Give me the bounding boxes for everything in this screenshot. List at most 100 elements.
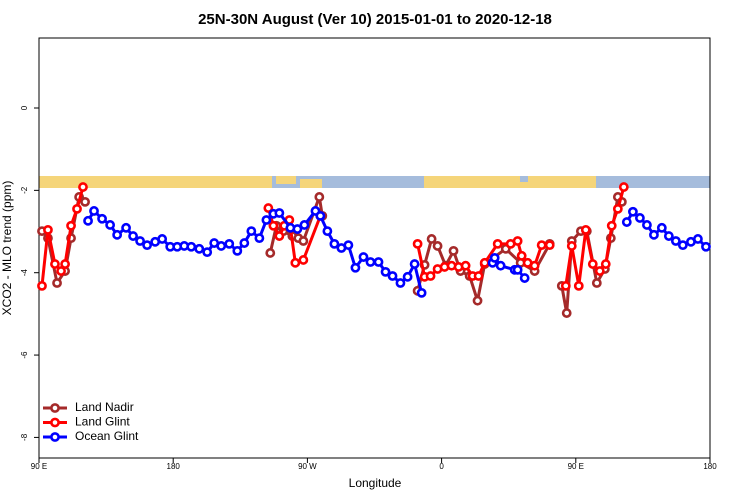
x-tick-label: 180 [167, 462, 181, 471]
point [409, 259, 420, 269]
point [315, 210, 326, 221]
legend-symbol [50, 403, 60, 413]
legend-label: Land Nadir [75, 400, 134, 414]
point [292, 224, 303, 234]
point [246, 226, 257, 237]
y-axis-label: XCO2 - MLO trend (ppm) [0, 181, 14, 316]
point [432, 241, 443, 251]
point [580, 224, 591, 235]
point [157, 234, 168, 244]
point [587, 259, 598, 269]
point [621, 217, 632, 227]
point [591, 278, 602, 288]
legend-symbol [50, 417, 60, 428]
point [479, 257, 490, 268]
point [89, 206, 99, 216]
point [232, 245, 243, 256]
point [416, 287, 427, 298]
point [380, 266, 391, 277]
point [343, 240, 354, 251]
x-tick-label: 180 [703, 462, 717, 471]
point [670, 236, 681, 246]
point [56, 266, 66, 276]
point [194, 243, 205, 254]
point [663, 231, 674, 241]
map-strip [39, 176, 710, 188]
point [322, 226, 333, 237]
legend-label: Ocean Glint [75, 429, 139, 443]
y-tick-label: -2 [20, 186, 29, 194]
point [460, 260, 471, 271]
chart-title: 25N-30N August (Ver 10) 2015-01-01 to 20… [198, 11, 552, 28]
point [314, 192, 325, 202]
point [635, 213, 645, 223]
point [612, 203, 623, 214]
point [387, 271, 398, 281]
point [128, 231, 138, 241]
point [358, 252, 369, 262]
point [263, 203, 274, 213]
point [649, 229, 659, 240]
point [121, 222, 131, 233]
point [274, 231, 285, 241]
point [350, 262, 361, 273]
point [395, 278, 406, 288]
x-tick-label: 90 E [31, 462, 47, 471]
point [112, 229, 123, 240]
point [298, 236, 309, 246]
x-axis-label: Longitude [349, 476, 402, 490]
point [97, 213, 107, 224]
point [142, 240, 153, 251]
series-line [40, 193, 624, 314]
point [202, 247, 213, 258]
point [492, 238, 503, 249]
point [299, 220, 310, 230]
point [512, 264, 523, 275]
point [60, 259, 70, 269]
legend-label: Land Glint [75, 415, 130, 429]
point [43, 224, 53, 235]
point [656, 222, 667, 233]
point [606, 220, 617, 231]
point [216, 241, 227, 251]
point [529, 260, 540, 271]
point [560, 280, 571, 291]
point [425, 271, 436, 281]
point [693, 234, 703, 244]
point [268, 220, 279, 231]
point [186, 241, 197, 252]
point [373, 257, 384, 267]
y-tick-label: -4 [20, 269, 29, 277]
point [72, 203, 82, 214]
point [473, 271, 484, 281]
point [66, 220, 76, 231]
x-tick-label: 0 [439, 462, 444, 471]
point [495, 260, 506, 271]
point [536, 240, 547, 251]
y-tick-label: -6 [20, 351, 29, 359]
point [642, 220, 652, 230]
point [573, 280, 584, 291]
point [566, 241, 577, 251]
point [83, 215, 93, 226]
point [600, 259, 611, 269]
x-tick-label: 90 W [298, 462, 317, 471]
point [80, 196, 90, 207]
point [78, 182, 88, 192]
point [448, 245, 459, 256]
point [701, 241, 711, 252]
point [677, 240, 688, 251]
point [135, 236, 145, 246]
point [265, 248, 276, 258]
point [412, 238, 423, 249]
point [594, 266, 605, 276]
point [544, 240, 555, 251]
point [618, 182, 629, 192]
point [254, 233, 265, 244]
point [402, 271, 413, 282]
point [261, 215, 272, 225]
point [516, 250, 527, 261]
point [519, 273, 530, 283]
point [105, 220, 116, 230]
point [298, 255, 309, 265]
